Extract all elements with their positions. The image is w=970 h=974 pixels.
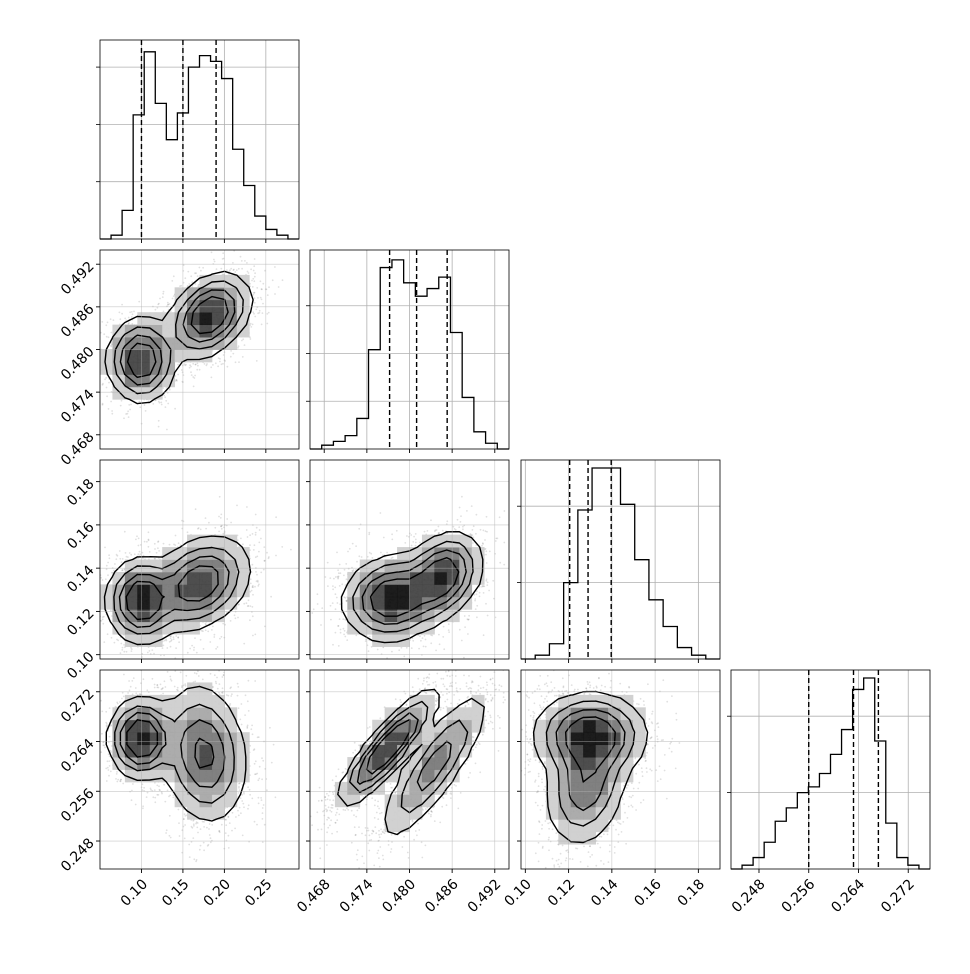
xtick-label-col2-2: 0.14 (588, 876, 621, 909)
xtick-label-col2-1: 0.12 (545, 876, 578, 909)
xtick-label-col2-0: 0.10 (502, 876, 535, 909)
ytick-label-row1-3: 0.486 (58, 301, 98, 341)
ytick-label-row3-3: 0.272 (58, 686, 98, 726)
xtick-label-col0-1: 0.15 (159, 876, 192, 909)
joint-panel-2-1 (310, 460, 509, 659)
ytick-label-row2-2: 0.14 (64, 562, 97, 595)
histogram-panel-0 (96, 40, 299, 239)
ytick-label-row2-4: 0.18 (64, 476, 97, 509)
xtick-label-col1-2: 0.480 (379, 876, 419, 916)
xtick-label-col2-4: 0.18 (675, 876, 708, 909)
xtick-label-col1-0: 0.468 (294, 876, 334, 916)
joint-panel-3-1 (310, 669, 509, 869)
histogram-panel-2 (517, 460, 720, 659)
ytick-label-row3-2: 0.264 (58, 736, 98, 776)
panel-background (100, 40, 299, 239)
ytick-label-row3-1: 0.256 (58, 786, 98, 826)
histogram-panel-1 (306, 250, 509, 449)
ytick-label-row1-1: 0.474 (58, 386, 98, 426)
ytick-label-row2-0: 0.10 (64, 649, 97, 682)
xtick-label-col0-2: 0.20 (201, 876, 234, 909)
histogram-panel-3 (727, 670, 930, 869)
xtick-label-col0-0: 0.10 (118, 876, 151, 909)
xtick-label-col1-3: 0.486 (422, 876, 462, 916)
xtick-label-col3-3: 0.272 (878, 876, 918, 916)
ytick-label-row1-0: 0.468 (58, 429, 98, 469)
ytick-label-row1-4: 0.492 (58, 259, 98, 299)
joint-panel-2-0 (99, 460, 299, 659)
joint-panel-1-0 (100, 250, 299, 449)
xtick-label-col3-1: 0.256 (779, 876, 819, 916)
xtick-label-col0-3: 0.25 (242, 876, 275, 909)
xtick-label-col3-0: 0.248 (729, 876, 769, 916)
xtick-label-col3-2: 0.264 (828, 876, 868, 916)
joint-panel-3-2 (520, 669, 720, 869)
xtick-label-col1-4: 0.492 (465, 876, 505, 916)
ytick-label-row1-2: 0.480 (58, 344, 98, 384)
xtick-label-col1-1: 0.474 (337, 876, 377, 916)
ytick-label-row2-3: 0.16 (64, 519, 97, 552)
xtick-label-col2-3: 0.16 (631, 876, 664, 909)
joint-panel-3-0 (100, 669, 299, 869)
ytick-label-row2-1: 0.12 (64, 606, 97, 639)
ytick-label-row3-0: 0.248 (58, 835, 98, 875)
